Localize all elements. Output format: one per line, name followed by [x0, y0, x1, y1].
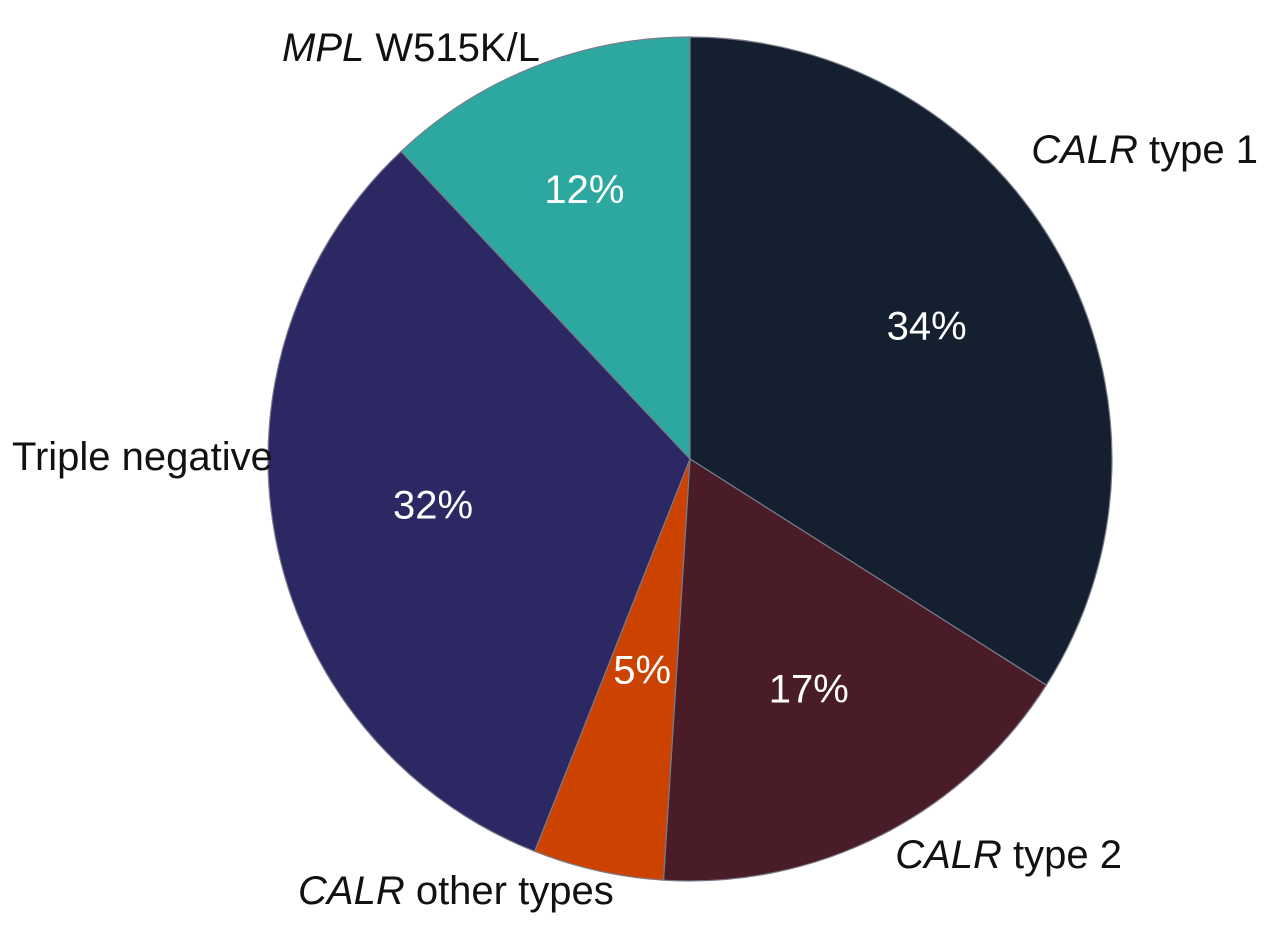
- category-label-text: other types: [405, 869, 614, 913]
- category-label-calr-type-2: CALR type 2: [895, 833, 1122, 877]
- value-label-calr-type-2: 17%: [769, 668, 849, 712]
- slice-calr-type-2: [662, 457, 1048, 882]
- category-label-text: type 2: [1002, 833, 1122, 877]
- value-label-calr-type-1: 34%: [887, 304, 967, 348]
- slice-triple-negative: [267, 150, 691, 853]
- category-label-italic: CALR: [1031, 128, 1138, 172]
- category-label-italic: CALR: [298, 869, 405, 913]
- pie-slices: [267, 36, 1113, 882]
- percentage-labels: 34% 17% 5% 32% 12%: [393, 168, 967, 712]
- slice-calr-type-1: [689, 36, 1113, 686]
- value-label-mpl-w515k-l: 12%: [544, 168, 624, 212]
- category-label-mpl-w515k-l: MPL W515K/L: [282, 26, 540, 70]
- category-label-text: type 1: [1138, 128, 1258, 172]
- category-label-text: W515K/L: [364, 26, 540, 70]
- category-label-text: Triple negative: [12, 435, 273, 479]
- value-label-calr-other-types: 5%: [613, 649, 671, 693]
- category-label-italic: CALR: [895, 833, 1002, 877]
- category-label-calr-other-types: CALR other types: [298, 869, 614, 913]
- value-label-triple-negative: 32%: [393, 484, 473, 528]
- category-label-calr-type-1: CALR type 1: [1031, 128, 1258, 172]
- slice-mpl-w515k-l: [400, 36, 691, 461]
- category-label-triple-negative: Triple negative: [12, 435, 273, 479]
- category-label-italic: MPL: [282, 26, 364, 70]
